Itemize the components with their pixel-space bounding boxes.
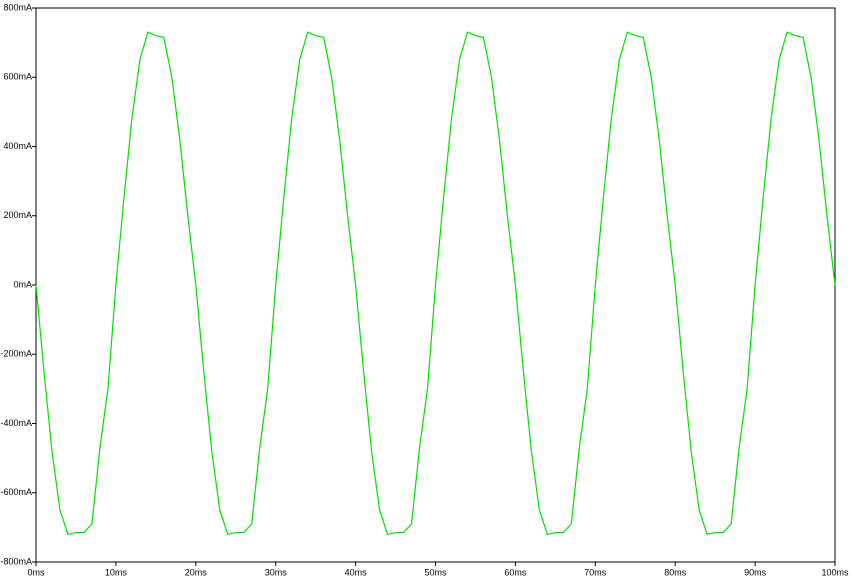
x-tick-label: 10ms [105,567,128,577]
y-tick-label: -200mA [0,349,32,359]
x-tick-label: 20ms [185,567,208,577]
x-tick-label: 70ms [584,567,607,577]
y-tick-label: 800mA [3,2,32,12]
x-tick-label: 80ms [664,567,687,577]
x-tick-label: 40ms [345,567,368,577]
y-tick-label: -600mA [0,487,32,497]
line-series [35,31,836,536]
y-tick-label: -400mA [0,418,32,428]
x-tick-label: 0ms [27,567,45,577]
x-tick-label: 30ms [265,567,288,577]
x-tick-label: 50ms [424,567,447,577]
y-tick-label: 200mA [3,210,32,220]
x-tick-label: 90ms [744,567,767,577]
y-tick-label: 600mA [3,72,32,82]
x-tick-label: 100ms [821,567,849,577]
y-tick-label: 0mA [13,279,32,289]
x-tick-label: 60ms [504,567,527,577]
y-tick-label: -800mA [0,556,32,566]
y-tick-label: 400mA [3,141,32,151]
